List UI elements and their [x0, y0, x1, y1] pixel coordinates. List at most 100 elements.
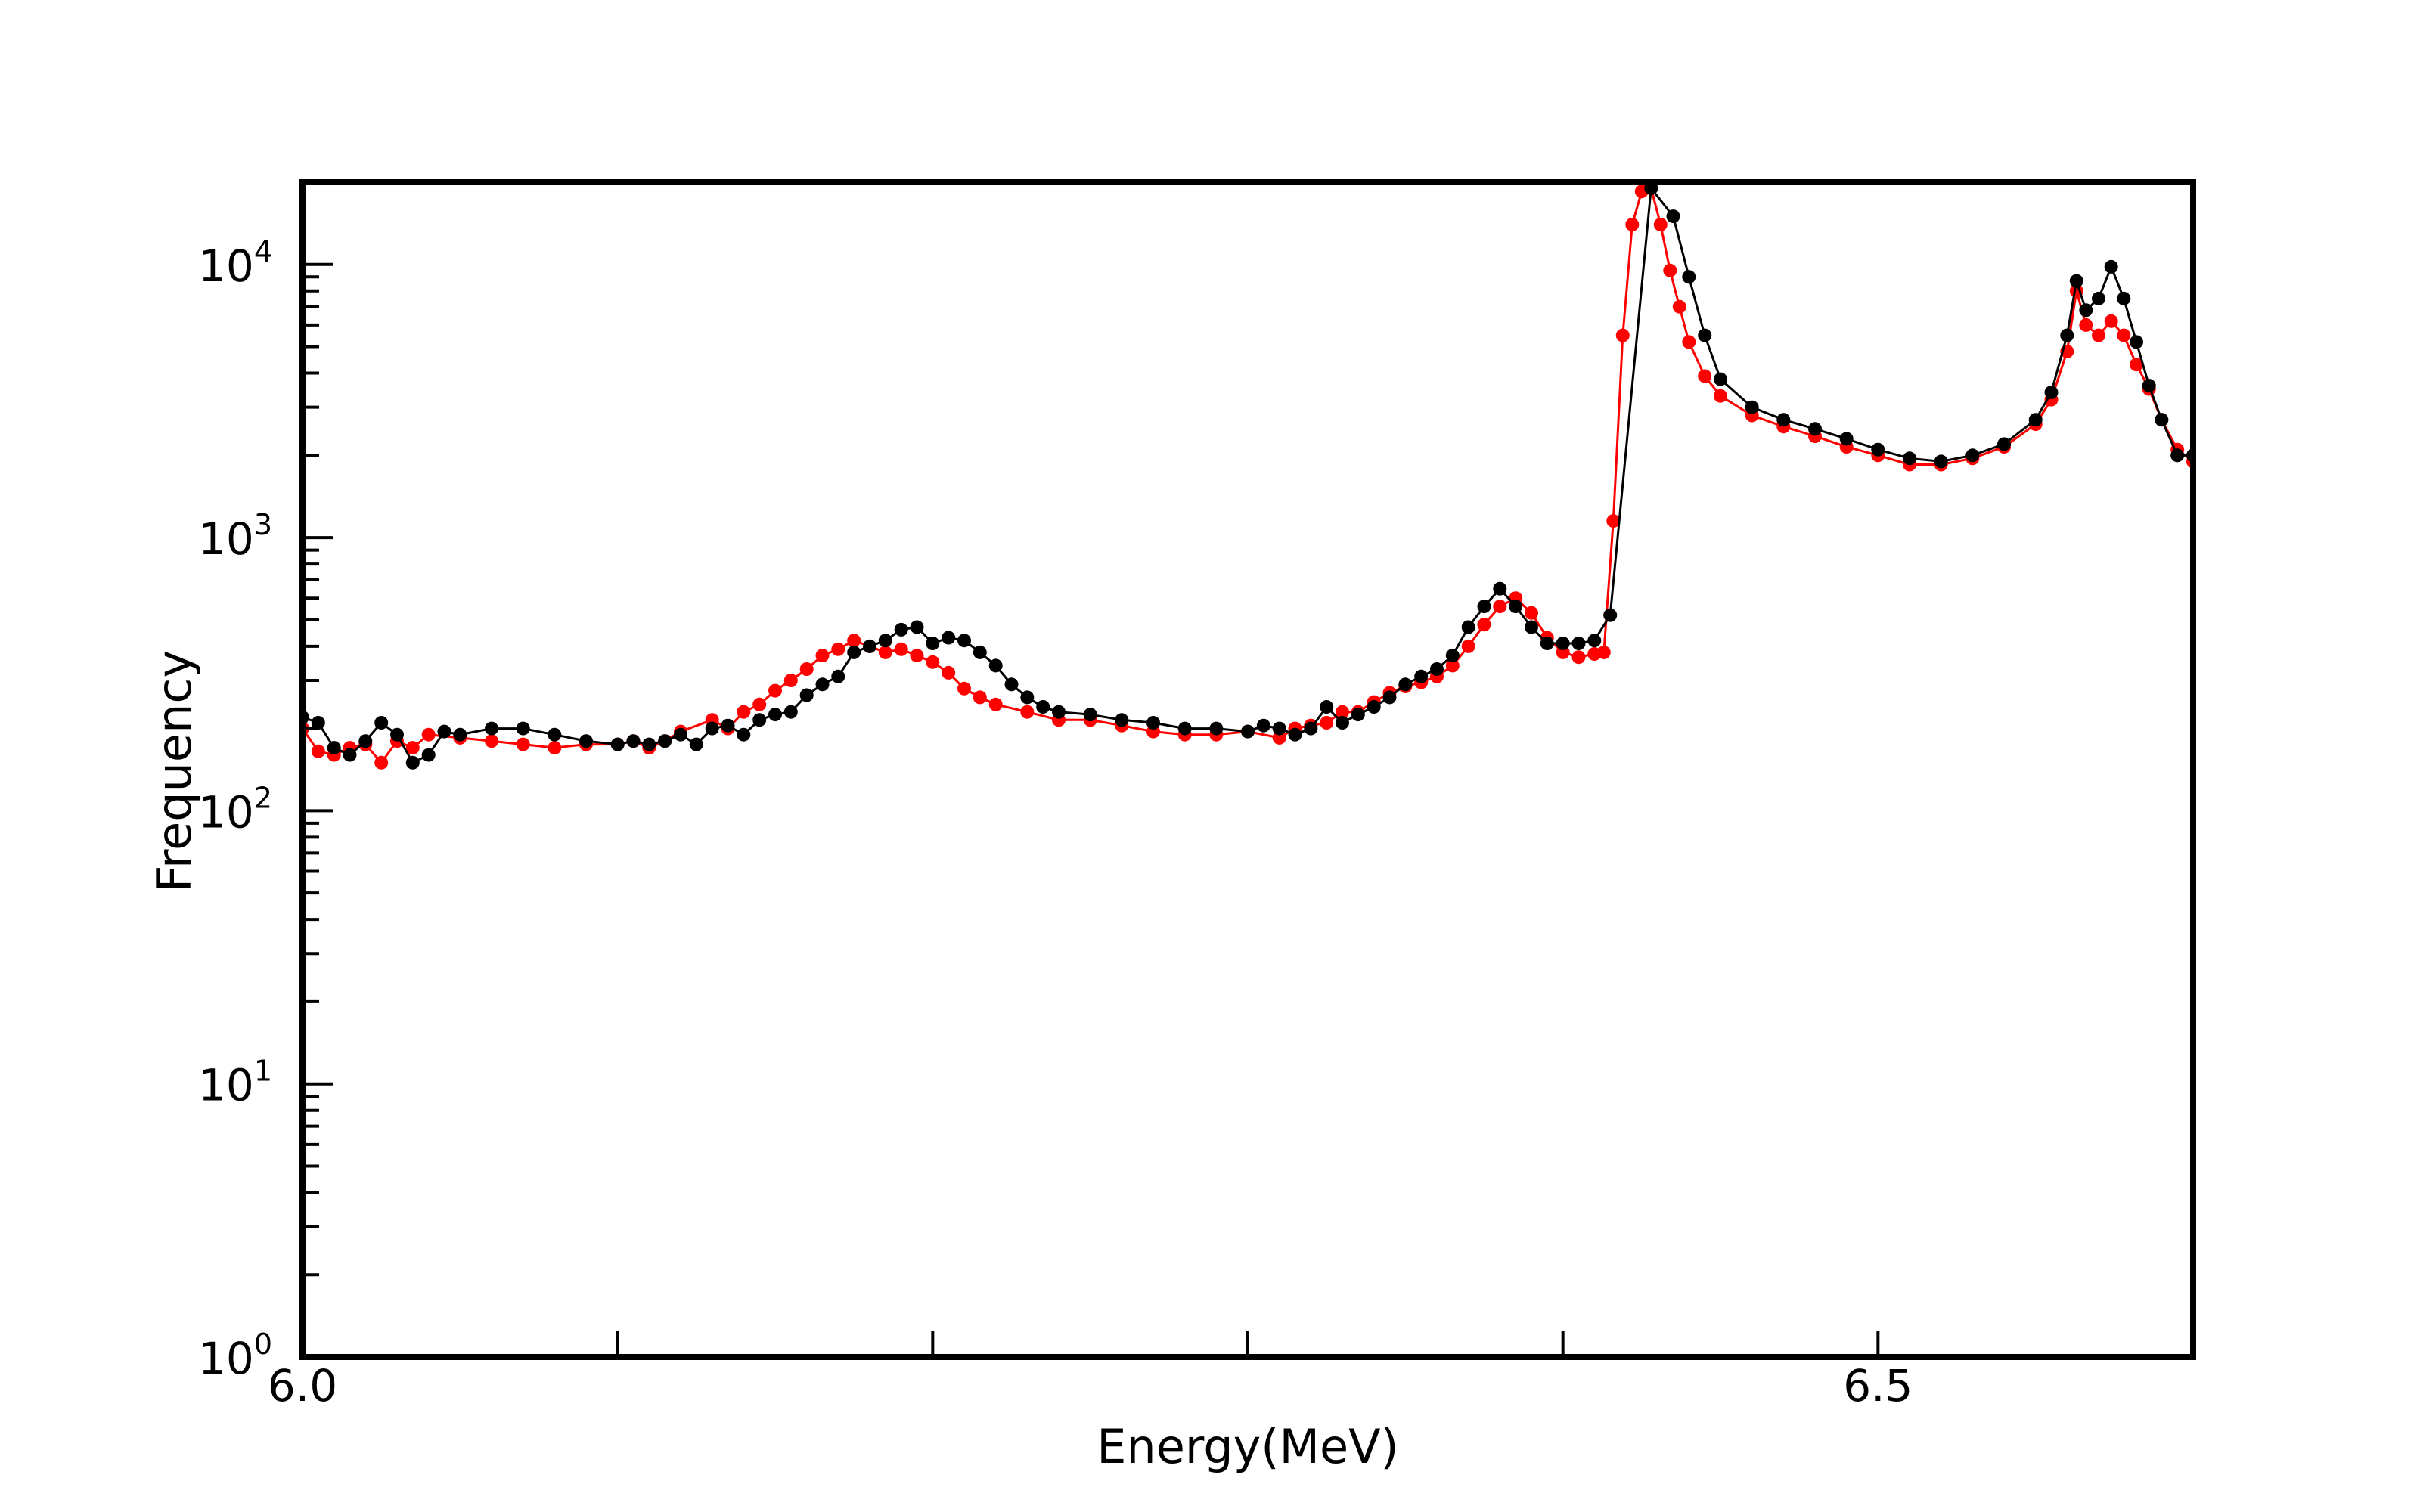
series-1-point-44: [1083, 708, 1097, 722]
series-1-point-41: [1020, 690, 1035, 705]
series-1-point-2: [327, 741, 341, 755]
series-1-point-25: [768, 708, 782, 722]
series-1-point-12: [516, 721, 530, 736]
series-1-point-64: [1477, 600, 1491, 614]
series-1-point-37: [957, 634, 971, 648]
series-0-point-26: [815, 649, 830, 663]
series-1-point-6: [390, 727, 404, 742]
series-1-point-79: [1776, 413, 1791, 427]
series-1-point-76: [1698, 328, 1712, 342]
y-tick-label-4: 104: [198, 235, 272, 292]
series-1-point-23: [737, 727, 751, 742]
series-1-point-36: [942, 631, 956, 645]
series-1-point-11: [485, 721, 498, 736]
series-1-point-57: [1367, 700, 1381, 714]
series-1-point-82: [1871, 442, 1885, 457]
series-1-point-66: [1509, 600, 1523, 614]
series-1-point-72: [1603, 608, 1618, 622]
series-1-point-51: [1272, 721, 1286, 736]
series-0-point-38: [1020, 705, 1035, 719]
series-1-point-39: [988, 658, 1003, 673]
series-0-point-60: [1493, 600, 1507, 614]
series-0-point-94: [2104, 314, 2118, 328]
series-0-point-67: [1596, 645, 1611, 659]
series-0-point-73: [1653, 218, 1668, 231]
series-1-point-85: [1965, 448, 1980, 463]
series-0-point-58: [1461, 639, 1475, 653]
series-1-point-13: [548, 727, 562, 742]
series-0-point-35: [957, 681, 971, 696]
series-1-point-94: [2117, 291, 2131, 305]
series-1-point-16: [626, 734, 641, 748]
series-1-point-3: [343, 748, 357, 762]
series-1-point-20: [689, 737, 703, 751]
series-1-point-50: [1256, 718, 1270, 733]
series-0-point-5: [374, 755, 389, 770]
series-1-point-97: [2155, 413, 2169, 427]
series-1-point-33: [894, 622, 908, 637]
series-1-point-63: [1461, 620, 1475, 634]
series-1-point-92: [2092, 291, 2105, 305]
series-0-point-10: [485, 734, 498, 748]
series-1-point-21: [705, 721, 719, 736]
series-0-point-75: [1672, 299, 1686, 314]
series-1-point-91: [2079, 303, 2093, 318]
series-0-point-68: [1606, 514, 1621, 528]
series-0-point-33: [926, 655, 940, 669]
series-1-point-30: [847, 645, 861, 659]
series-0-point-1: [311, 744, 325, 758]
series-1-point-58: [1382, 690, 1397, 705]
series-0-point-92: [2079, 318, 2093, 332]
series-0-point-50: [1336, 705, 1349, 719]
series-1-point-75: [1682, 270, 1696, 284]
series-1-point-15: [610, 737, 625, 751]
series-layer: [302, 182, 2193, 770]
series-1-point-4: [358, 734, 373, 748]
x-tick-label-5: 6.5: [1843, 1360, 1913, 1411]
series-1-point-35: [926, 637, 940, 650]
series-1-point-32: [878, 634, 892, 648]
series-0-point-24: [783, 674, 798, 687]
series-0-point-27: [831, 642, 845, 656]
series-0-point-76: [1682, 335, 1696, 349]
ticks-layer: [301, 181, 1880, 1359]
x-tick-label-0: 6.0: [268, 1360, 337, 1411]
series-0-point-74: [1663, 263, 1677, 277]
series-0-point-28: [847, 634, 861, 648]
labels-layer: 6.0 6.5 100 101 102 103 104: [198, 235, 1913, 1411]
series-1-point-71: [1587, 634, 1602, 648]
series-1-point-81: [1839, 432, 1854, 446]
series-1-point-22: [721, 718, 735, 733]
series-1-point-78: [1745, 400, 1759, 414]
series-1-point-5: [374, 716, 389, 730]
series-1-point-60: [1414, 669, 1429, 683]
series-0-point-22: [752, 697, 767, 711]
series-1-point-17: [642, 737, 656, 751]
series-0-point-11: [516, 737, 530, 751]
series-1-point-18: [658, 734, 672, 748]
series-1-point-84: [1934, 454, 1948, 469]
series-0-point-21: [737, 705, 751, 719]
series-1-point-53: [1304, 721, 1318, 736]
series-1-point-83: [1903, 451, 1916, 466]
series-1: [302, 182, 2193, 770]
series-0-point-59: [1477, 618, 1491, 632]
series-1-point-88: [2044, 386, 2059, 399]
series-0-point-78: [1714, 389, 1727, 403]
series-0-point-69: [1615, 328, 1630, 342]
series-1-point-59: [1398, 677, 1413, 692]
series-0-point-65: [1571, 650, 1586, 665]
series-0-point-57: [1445, 658, 1460, 673]
series-0-point-12: [548, 741, 562, 755]
series-0-point-37: [988, 697, 1003, 711]
series-1-point-69: [1556, 637, 1570, 650]
series-1-point-74: [1666, 209, 1680, 224]
series-0-point-96: [2130, 358, 2143, 372]
series-1-point-93: [2104, 259, 2118, 274]
series-0-point-25: [799, 662, 814, 676]
series-1-point-61: [1430, 662, 1444, 676]
series-1-point-38: [973, 645, 987, 659]
series-1-point-14: [579, 734, 593, 748]
series-1-point-48: [1209, 721, 1224, 736]
